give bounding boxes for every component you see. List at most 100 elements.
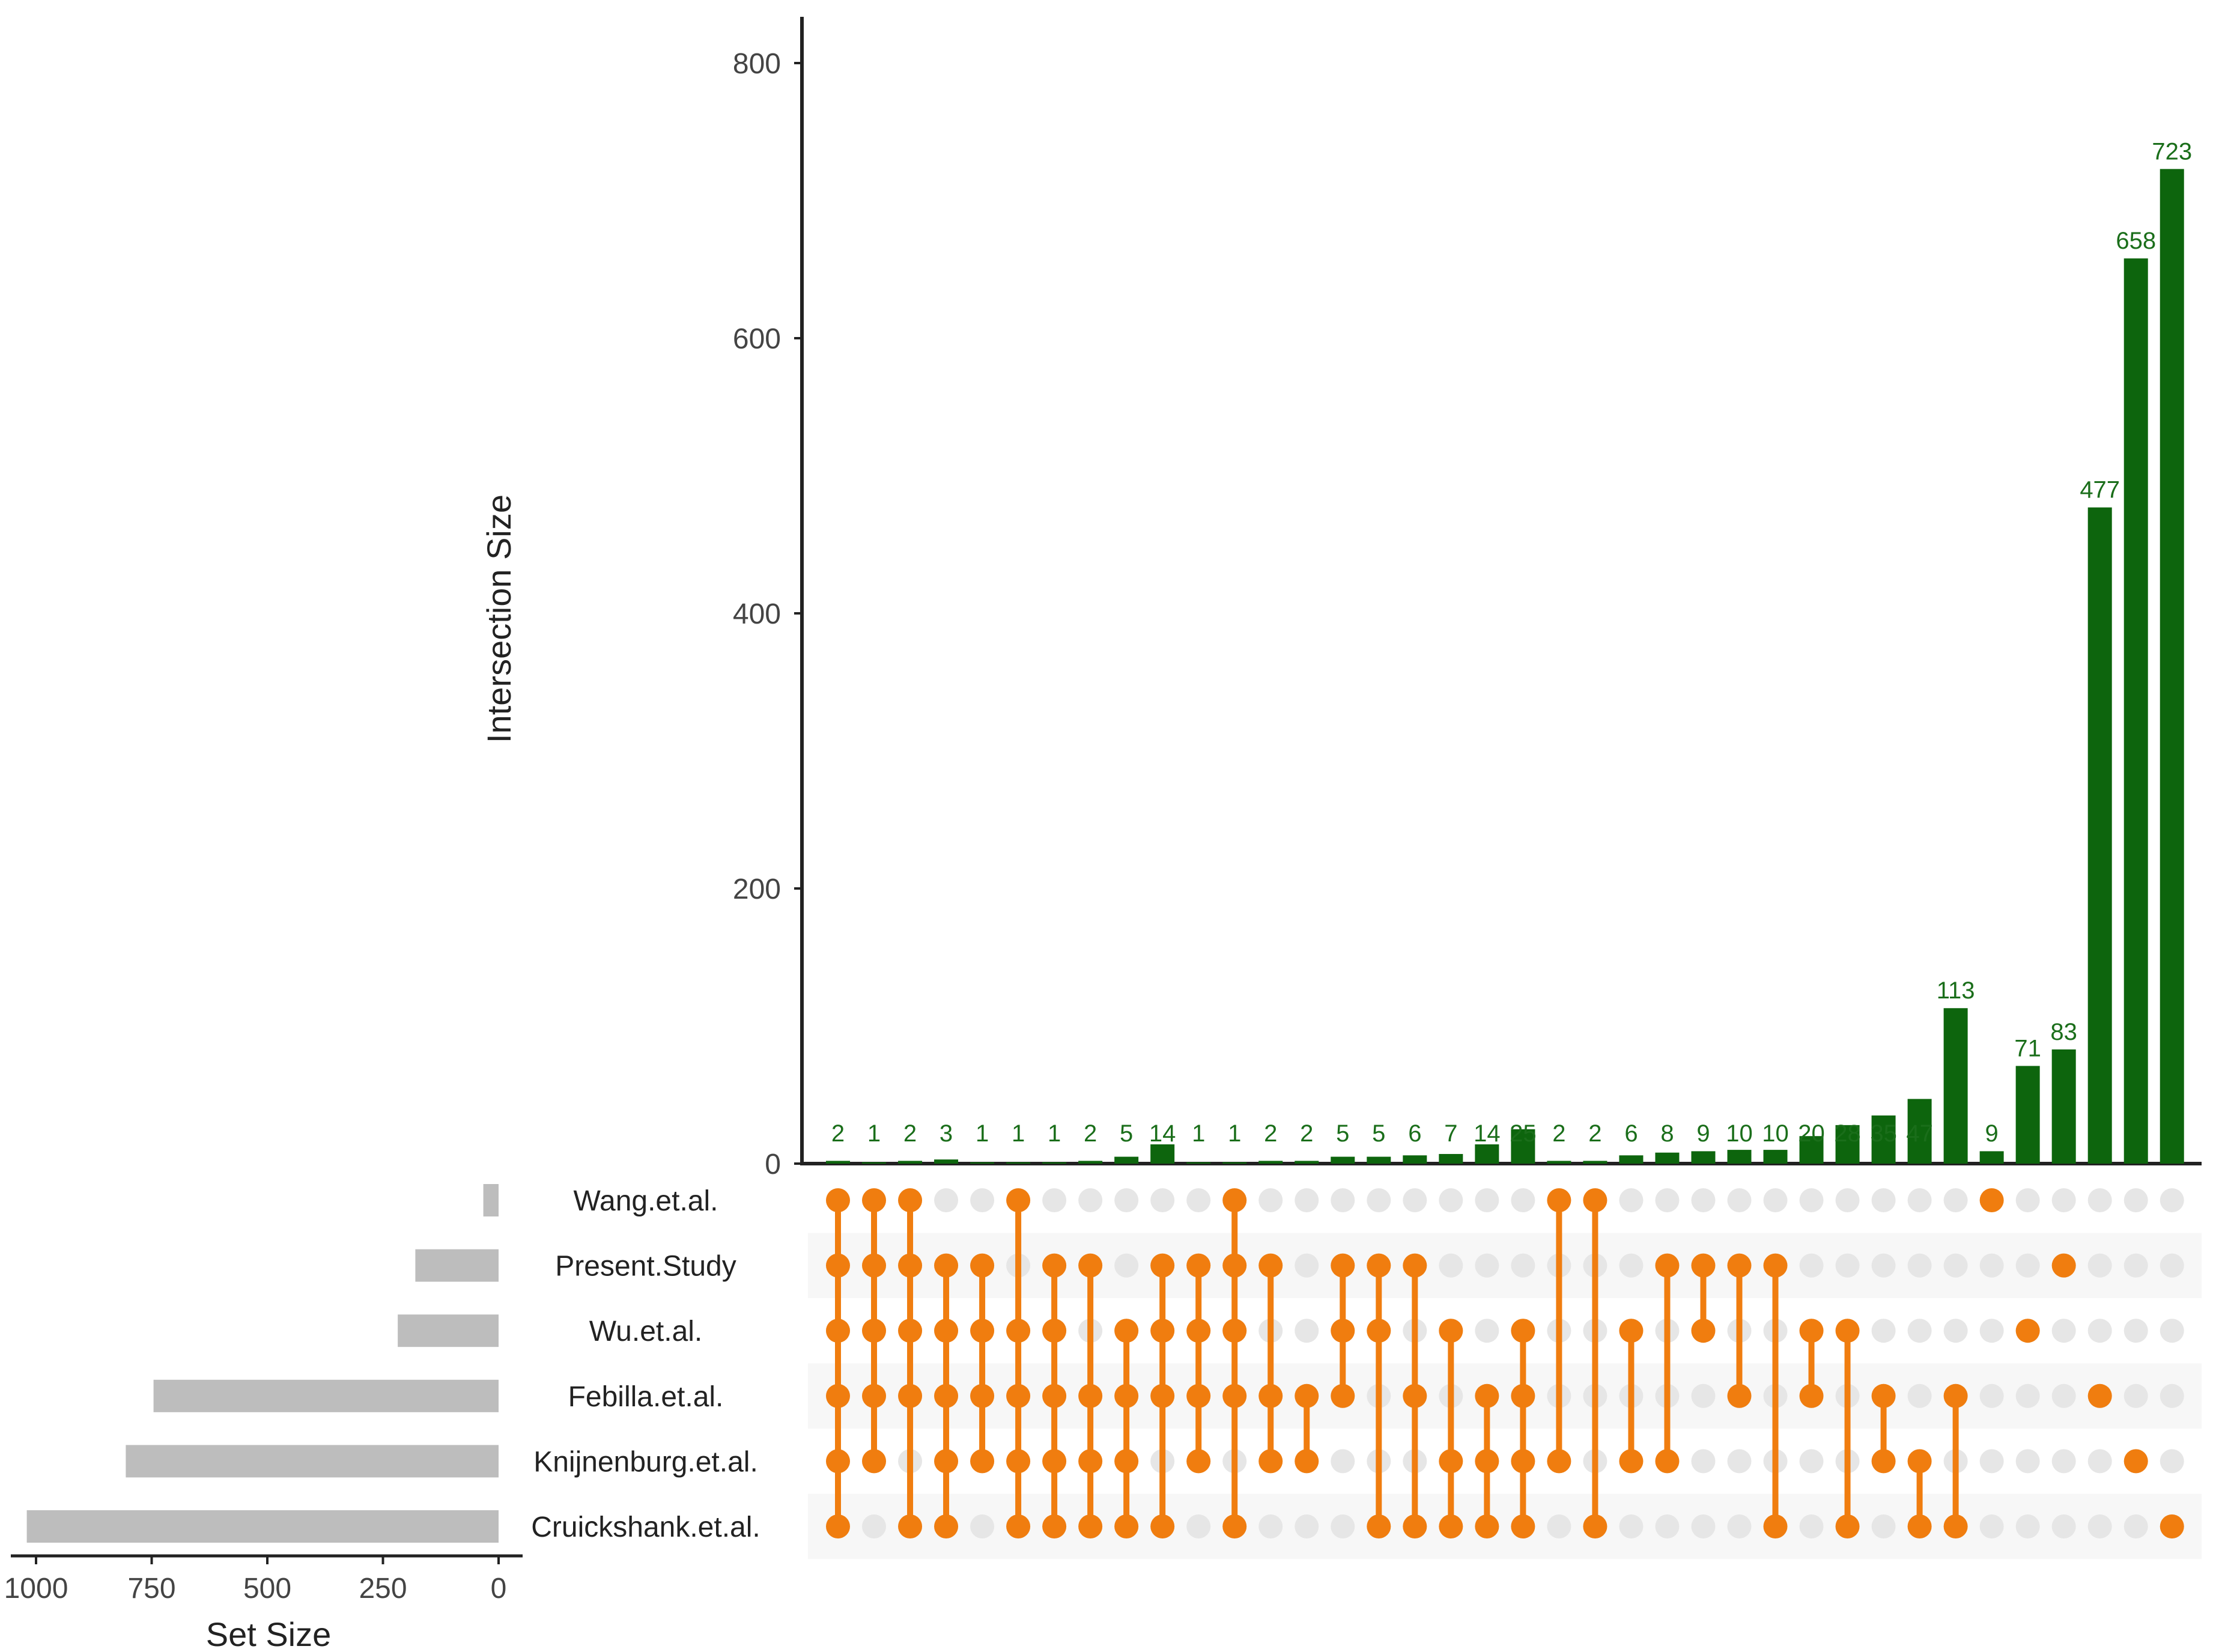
intersection-bar-label: 1 bbox=[1192, 1120, 1205, 1147]
matrix-dot-active bbox=[1042, 1253, 1067, 1278]
matrix-dot-active bbox=[1799, 1383, 1824, 1408]
matrix-dot-inactive bbox=[1475, 1253, 1499, 1278]
matrix-dot-active bbox=[1475, 1449, 1499, 1474]
matrix-dot-inactive bbox=[2015, 1449, 2040, 1474]
intersection-bar bbox=[826, 1161, 850, 1164]
intersection-matrix bbox=[826, 1188, 2184, 1538]
set-size-bars bbox=[26, 1184, 499, 1543]
matrix-dot-active bbox=[934, 1514, 959, 1538]
matrix-dot-active bbox=[1619, 1449, 1644, 1474]
matrix-dot-active bbox=[1367, 1319, 1391, 1343]
y-axis-title: Intersection Size bbox=[480, 494, 518, 743]
matrix-dot-inactive bbox=[1979, 1383, 2004, 1408]
set-size-bar bbox=[415, 1249, 499, 1282]
matrix-dot-active bbox=[826, 1449, 850, 1474]
matrix-dot-active bbox=[1258, 1383, 1283, 1408]
matrix-dot-inactive bbox=[1655, 1514, 1680, 1538]
matrix-dot-active bbox=[1331, 1253, 1355, 1278]
matrix-dot-inactive bbox=[1186, 1514, 1211, 1538]
matrix-dot-inactive bbox=[2051, 1188, 2076, 1212]
matrix-dot-active bbox=[1150, 1319, 1175, 1343]
matrix-dot-active bbox=[1727, 1253, 1752, 1278]
matrix-row-stripe bbox=[808, 1493, 2202, 1559]
matrix-dot-inactive bbox=[1691, 1188, 1716, 1212]
intersection-bar bbox=[1943, 1008, 1968, 1164]
matrix-dot-inactive bbox=[1511, 1188, 1535, 1212]
intersection-bar bbox=[2015, 1066, 2040, 1164]
matrix-dot-active bbox=[898, 1383, 923, 1408]
matrix-row-stripe bbox=[808, 1233, 2202, 1298]
matrix-dot-inactive bbox=[1799, 1253, 1824, 1278]
intersection-bar bbox=[1042, 1162, 1067, 1164]
intersection-bar-label: 9 bbox=[1985, 1120, 1999, 1147]
matrix-dot-inactive bbox=[2015, 1188, 2040, 1212]
matrix-dot-inactive bbox=[934, 1188, 959, 1212]
intersection-bar-label: 7 bbox=[1444, 1120, 1457, 1147]
matrix-dot-inactive bbox=[1907, 1383, 1932, 1408]
matrix-dot-inactive bbox=[2087, 1449, 2112, 1474]
intersection-bar-label: 5 bbox=[1120, 1120, 1133, 1147]
matrix-dot-active bbox=[1042, 1449, 1067, 1474]
y-tick-label: 800 bbox=[733, 48, 781, 80]
intersection-bar-label: 1 bbox=[1012, 1120, 1025, 1147]
matrix-dot-active bbox=[1150, 1383, 1175, 1408]
matrix-dot-inactive bbox=[2051, 1383, 2076, 1408]
matrix-dot-inactive bbox=[1439, 1253, 1463, 1278]
matrix-dot-inactive bbox=[1799, 1449, 1824, 1474]
set-size-bar bbox=[26, 1510, 499, 1543]
matrix-dot-active bbox=[1222, 1319, 1247, 1343]
intersection-bar-label: 1 bbox=[867, 1120, 881, 1147]
intersection-bar bbox=[1222, 1162, 1247, 1164]
matrix-dot-active bbox=[1475, 1514, 1499, 1538]
set-size-axis: 1000 750 500 250 0 bbox=[4, 1554, 523, 1605]
matrix-dot-inactive bbox=[2123, 1188, 2148, 1212]
matrix-dot-active bbox=[1006, 1319, 1031, 1343]
matrix-dot-active bbox=[1295, 1383, 1319, 1408]
matrix-dot-active bbox=[898, 1319, 923, 1343]
intersection-bar bbox=[1295, 1161, 1319, 1164]
intersection-bar bbox=[1619, 1155, 1644, 1164]
matrix-dot-active bbox=[2051, 1253, 2076, 1278]
matrix-dot-active bbox=[1222, 1383, 1247, 1408]
intersection-bar bbox=[970, 1162, 995, 1164]
matrix-dot-active bbox=[934, 1383, 959, 1408]
matrix-dot-inactive bbox=[1331, 1514, 1355, 1538]
matrix-dot-inactive bbox=[1475, 1319, 1499, 1343]
matrix-dot-inactive bbox=[1979, 1449, 2004, 1474]
intersection-bar-label: 14 bbox=[1149, 1120, 1176, 1147]
intersection-bar-label: 20 bbox=[1798, 1120, 1825, 1147]
matrix-dot-active bbox=[1114, 1514, 1139, 1538]
intersection-bar bbox=[1547, 1161, 1571, 1164]
intersection-bar bbox=[2123, 258, 2148, 1164]
intersection-bar bbox=[1439, 1153, 1463, 1164]
intersection-bar-label: 5 bbox=[1336, 1120, 1349, 1147]
intersection-bar-label: 10 bbox=[1762, 1120, 1789, 1147]
matrix-dot-active bbox=[1042, 1514, 1067, 1538]
matrix-dot-active bbox=[1222, 1188, 1247, 1212]
intersection-bar bbox=[1799, 1136, 1824, 1164]
matrix-dot-active bbox=[1511, 1319, 1535, 1343]
intersection-bar bbox=[1727, 1150, 1752, 1164]
matrix-dot-active bbox=[862, 1319, 887, 1343]
matrix-dot-inactive bbox=[1871, 1253, 1896, 1278]
matrix-dot-inactive bbox=[1979, 1253, 2004, 1278]
matrix-dot-inactive bbox=[1907, 1319, 1932, 1343]
matrix-dot-active bbox=[1367, 1514, 1391, 1538]
intersection-bar-label: 6 bbox=[1624, 1120, 1638, 1147]
matrix-dot-inactive bbox=[1295, 1319, 1319, 1343]
intersection-bar-label: 9 bbox=[1696, 1120, 1710, 1147]
matrix-dot-active bbox=[826, 1188, 850, 1212]
matrix-dot-active bbox=[1691, 1319, 1716, 1343]
matrix-dot-active bbox=[1006, 1449, 1031, 1474]
matrix-dot-active bbox=[1835, 1319, 1860, 1343]
set-label: Knijnenburg.et.al. bbox=[533, 1446, 758, 1478]
matrix-dot-active bbox=[1006, 1514, 1031, 1538]
matrix-dot-inactive bbox=[1727, 1188, 1752, 1212]
intersection-bar-label: 2 bbox=[1084, 1120, 1097, 1147]
matrix-dot-active bbox=[1439, 1449, 1463, 1474]
matrix-dot-active bbox=[898, 1514, 923, 1538]
matrix-dot-active bbox=[898, 1188, 923, 1212]
matrix-dot-inactive bbox=[1042, 1188, 1067, 1212]
matrix-dot-inactive bbox=[1691, 1383, 1716, 1408]
